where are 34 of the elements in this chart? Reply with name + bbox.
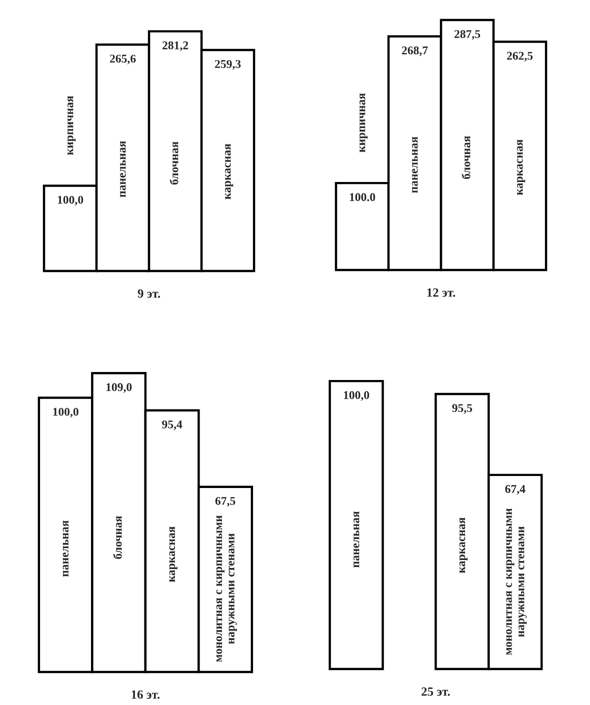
data-label: 265,6 (110, 54, 136, 64)
category-label: монолитная с кирпичными наружными стенами (506, 508, 527, 655)
category-label: панельная (354, 511, 360, 568)
text: 9 эт. (138, 289, 160, 298)
category-label: блочная (462, 136, 470, 179)
data-label: 67,4 (505, 485, 526, 495)
text: 16 эт. (132, 690, 160, 699)
category-label: блочная (170, 142, 178, 184)
category-label: блочная (113, 516, 122, 559)
category-label: панельная (412, 136, 418, 193)
category-label: каркасная (459, 518, 468, 574)
data-label: 262,5 (507, 52, 533, 62)
category-label: панельная (120, 141, 126, 198)
category-label: кирпичная (68, 96, 76, 155)
data-label: 259,3 (215, 60, 241, 70)
category-label: монолитная с кирпичными наружными стенами (216, 515, 237, 662)
data-label: 268,7 (402, 46, 428, 56)
data-label: 100,0 (58, 196, 84, 206)
text: 12 эт. (427, 288, 456, 297)
data-label: 95,4 (162, 420, 182, 430)
category-label: каркасная (517, 140, 526, 196)
data-label: 67,5 (215, 496, 236, 507)
text: 25 эт. (422, 687, 450, 696)
data-label: 100.0 (350, 193, 376, 202)
data-label: 109,0 (106, 383, 132, 393)
category-label: панельная (62, 520, 69, 577)
category-label: кирпичная (360, 93, 368, 152)
data-label: 95,5 (452, 404, 472, 414)
category-label: каркасная (169, 526, 178, 582)
data-label: 100,0 (344, 391, 370, 401)
data-label: 281,2 (162, 41, 188, 52)
data-label: 287,5 (454, 30, 480, 40)
data-label: 100,0 (53, 408, 78, 418)
category-label: каркасная (225, 144, 234, 200)
